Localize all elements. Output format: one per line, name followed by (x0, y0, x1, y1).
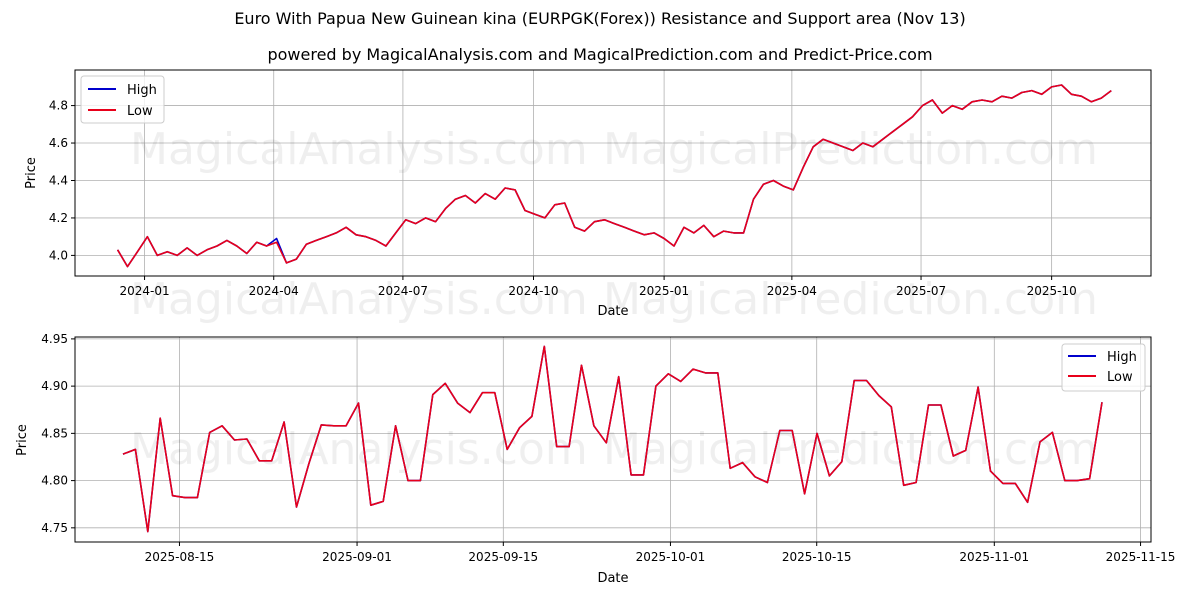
top-y-axis-label: Price (24, 157, 39, 189)
top-watermarks: MagicalAnalysis.com MagicalPrediction.co… (130, 124, 1098, 175)
x-tick-label: 2025-10-15 (782, 550, 852, 564)
series-line-low (122, 345, 1103, 533)
x-tick-label: 2025-10 (1027, 284, 1077, 298)
x-tick-label: 2025-08-15 (145, 550, 215, 564)
top-series-lines (116, 84, 1112, 268)
y-tick-label: 4.6 (49, 136, 68, 150)
series-line-low (116, 84, 1112, 268)
top-x-axis: 2024-01 2024-04 2024-07 2024-10 2025-01 2025-… (119, 276, 1077, 298)
x-tick-label: 2024-07 (378, 284, 428, 298)
y-tick-label: 4.85 (41, 426, 68, 440)
bottom-chart: MagicalAnalysis.com MagicalPrediction.co… (15, 274, 1175, 586)
top-plot-area (75, 70, 1151, 276)
y-tick-label: 4.2 (49, 211, 68, 225)
legend-high-label: High (127, 83, 157, 98)
y-tick-label: 4.75 (41, 521, 68, 535)
bottom-y-axis: 4.75 4.80 4.85 4.90 4.95 (41, 332, 75, 535)
watermark-magicalprediction-3: MagicalPrediction.com (603, 274, 1098, 325)
bottom-grid (75, 337, 1151, 542)
top-plot-frame (74, 69, 1152, 277)
top-legend-box (80, 75, 165, 124)
y-tick-label: 4.90 (41, 379, 68, 393)
x-tick-label: 2025-04 (767, 284, 817, 298)
y-tick-label: 4.4 (49, 173, 68, 187)
y-tick-label: 4.0 (49, 248, 68, 262)
y-tick-label: 4.8 (49, 99, 68, 113)
y-tick-label: 4.95 (41, 332, 68, 346)
bottom-watermarks: MagicalAnalysis.com MagicalPrediction.co… (130, 274, 1098, 475)
x-tick-label: 2025-09-01 (322, 550, 392, 564)
legend-low-label-2: Low (1107, 370, 1133, 385)
bottom-x-axis-label: Date (597, 571, 628, 586)
bottom-plot-area (75, 337, 1151, 542)
bottom-x-axis: 2025-08-15 2025-09-01 2025-09-15 2025-10-01… (145, 542, 1176, 564)
x-tick-label: 2024-10 (508, 284, 558, 298)
x-tick-label: 2025-09-15 (468, 550, 538, 564)
x-tick-label: 2024-04 (249, 284, 299, 298)
watermark-magicalanalysis-2: MagicalAnalysis.com (130, 424, 588, 475)
x-tick-label: 2025-10-01 (636, 550, 706, 564)
chart-title: Euro With Papua New Guinean kina (EURPGK… (234, 9, 966, 28)
x-tick-label: 2025-01 (639, 284, 689, 298)
bottom-series-lines (122, 345, 1103, 533)
top-chart: MagicalAnalysis.com MagicalPrediction.co… (24, 69, 1152, 319)
top-grid (75, 70, 1151, 276)
watermark-magicalanalysis: MagicalAnalysis.com (130, 124, 588, 175)
watermark-magicalanalysis-3: MagicalAnalysis.com (130, 274, 588, 325)
x-tick-label: 2024-01 (119, 284, 169, 298)
x-tick-label: 2025-11-15 (1106, 550, 1176, 564)
x-tick-label: 2025-11-01 (959, 550, 1029, 564)
bottom-plot-frame (74, 336, 1152, 543)
chart-subtitle: powered by MagicalAnalysis.com and Magic… (267, 45, 933, 64)
top-x-axis-label: Date (597, 304, 628, 319)
bottom-y-axis-label: Price (15, 424, 30, 456)
bottom-legend: High Low (1061, 343, 1146, 392)
legend-high-label-2: High (1107, 350, 1137, 365)
legend-low-label: Low (127, 104, 153, 119)
x-tick-label: 2025-07 (896, 284, 946, 298)
top-y-axis: 4.0 4.2 4.4 4.6 4.8 (49, 99, 75, 262)
watermark-magicalprediction-2: MagicalPrediction.com (603, 424, 1098, 475)
y-tick-label: 4.80 (41, 474, 68, 488)
top-legend: High Low (80, 75, 165, 124)
